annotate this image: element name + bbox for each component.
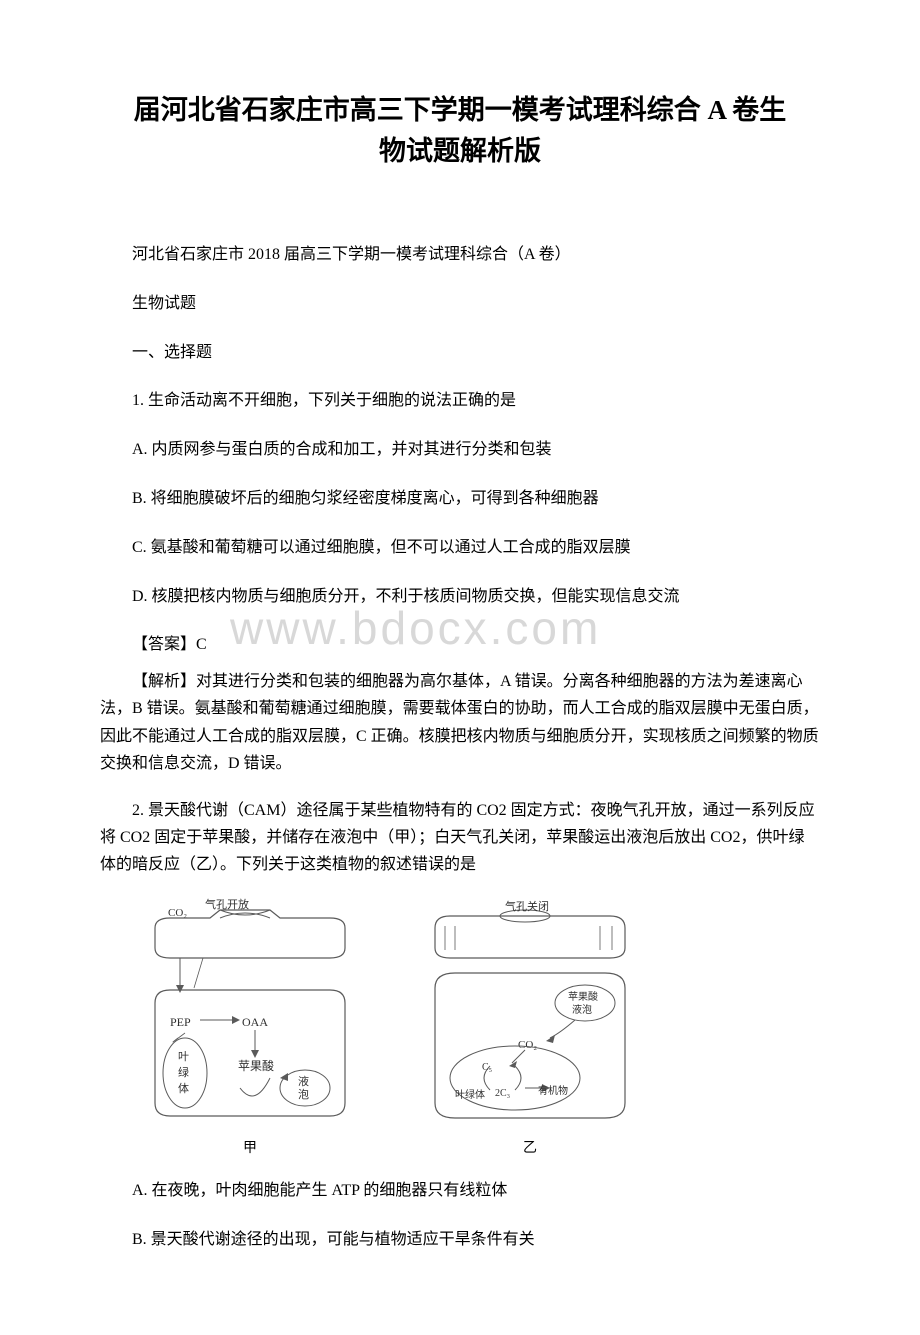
section-label-1: 生物试题 <box>100 290 820 319</box>
label-organics: 有机物 <box>538 1084 568 1097</box>
label-chloroplast-2: 绿 <box>178 1065 189 1079</box>
q1-option-d: D. 核膜把核内物质与细胞质分开，不利于核质间物质交换，但能实现信息交流 <box>100 583 820 612</box>
label-vacuole-yi: 液泡 <box>572 1003 592 1016</box>
label-malic: 苹果酸 <box>238 1058 274 1073</box>
label-pep: PEP <box>170 1015 191 1029</box>
label-chloroplast-1: 叶 <box>178 1050 189 1063</box>
diagram-yi-svg: 气孔关闭 苹果酸 液泡 CO₂ C₅ 2C₃ 有 <box>420 898 640 1128</box>
diagram-caption-yi: 乙 <box>420 1137 640 1157</box>
title-line-1: 届河北省石家庄市高三下学期一模考试理科综合 A 卷生 <box>134 95 787 125</box>
label-vacuole-2: 泡 <box>298 1087 309 1101</box>
label-chloroplast-yi: 叶绿体 <box>455 1088 485 1101</box>
section-label-2: 一、选择题 <box>100 339 820 368</box>
label-oaa: OAA <box>242 1015 268 1029</box>
label-co2-top: CO₂ <box>168 907 187 919</box>
diagram-panel-yi: 气孔关闭 苹果酸 液泡 CO₂ C₅ 2C₃ 有 <box>420 898 640 1157</box>
subtitle: 河北省石家庄市 2018 届高三下学期一模考试理科综合（A 卷） <box>100 241 820 270</box>
label-c3: 2C₃ <box>495 1088 510 1099</box>
q1-answer: 【答案】C <box>100 631 820 660</box>
q1-stem: 1. 生命活动离不开细胞，下列关于细胞的说法正确的是 <box>100 387 820 416</box>
q1-option-c: C. 氨基酸和葡萄糖可以通过细胞膜，但不可以通过人工合成的脂双层膜 <box>100 534 820 563</box>
label-qikong-open: 气孔开放 <box>205 898 249 911</box>
label-c5: C₅ <box>482 1062 492 1073</box>
q2-stem: 2. 景天酸代谢（CAM）途径属于某些植物特有的 CO2 固定方式：夜晚气孔开放… <box>100 797 820 879</box>
diagram-caption-jia: 甲 <box>140 1137 360 1157</box>
q2-option-b: B. 景天酸代谢途径的出现，可能与植物适应干旱条件有关 <box>100 1226 820 1255</box>
label-malic-yi: 苹果酸 <box>568 990 598 1003</box>
page-title: 届河北省石家庄市高三下学期一模考试理科综合 A 卷生 物试题解析版 <box>100 90 820 171</box>
label-qikong-closed: 气孔关闭 <box>505 899 549 913</box>
label-chloroplast-3: 体 <box>178 1081 189 1095</box>
q2-option-a: A. 在夜晚，叶肉细胞能产生 ATP 的细胞器只有线粒体 <box>100 1177 820 1206</box>
label-vacuole-1: 液 <box>298 1074 309 1088</box>
q1-option-a: A. 内质网参与蛋白质的合成和加工，并对其进行分类和包装 <box>100 436 820 465</box>
diagram-container: CO₂ 气孔开放 PEP OAA 苹果酸 液 泡 <box>140 898 820 1157</box>
diagram-panel-jia: CO₂ 气孔开放 PEP OAA 苹果酸 液 泡 <box>140 898 360 1157</box>
q1-option-b: B. 将细胞膜破坏后的细胞匀浆经密度梯度离心，可得到各种细胞器 <box>100 485 820 514</box>
q1-explanation: 【解析】对其进行分类和包装的细胞器为高尔基体，A 错误。分离各种细胞器的方法为差… <box>100 668 820 777</box>
label-co2-yi: CO₂ <box>518 1039 537 1051</box>
diagram-jia-svg: CO₂ 气孔开放 PEP OAA 苹果酸 液 泡 <box>140 898 360 1128</box>
title-line-2: 物试题解析版 <box>379 136 541 166</box>
